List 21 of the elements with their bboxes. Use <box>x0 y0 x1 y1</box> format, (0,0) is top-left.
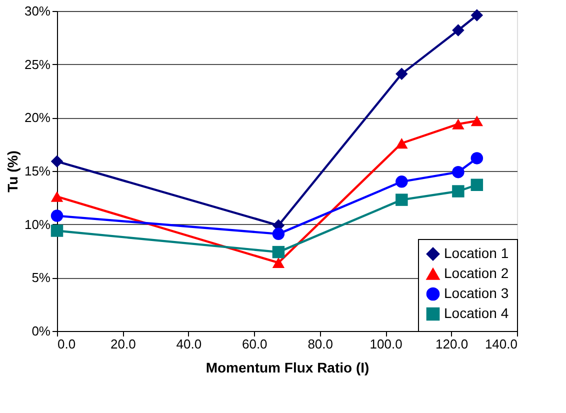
y-tick-label: 25% <box>24 56 51 72</box>
x-tick-label: 80.0 <box>308 336 334 352</box>
y-axis-title: Tu (%) <box>4 150 20 192</box>
x-tick-label: 40.0 <box>176 336 202 352</box>
x-tick-label: 120.0 <box>436 336 468 352</box>
y-tick-label: 15% <box>24 164 51 178</box>
x-tick-label: 0.0 <box>58 336 76 352</box>
legend-label: Location 4 <box>444 305 509 321</box>
x-axis-title: Momentum Flux Ratio (I) <box>206 360 370 376</box>
x-tick-label: 140.0 <box>484 336 518 352</box>
y-tick-label: 5% <box>32 270 51 286</box>
legend-label: Location 1 <box>444 245 509 261</box>
legend-label: Location 2 <box>444 265 509 281</box>
x-tick-label: 20.0 <box>110 336 136 352</box>
y-tick-label: 10% <box>24 216 51 232</box>
y-tick-label: 0% <box>32 324 51 338</box>
x-tick-label: 60.0 <box>242 336 268 352</box>
legend-label: Location 3 <box>444 285 509 301</box>
y-tick-label: 20% <box>24 110 51 126</box>
y-tick-label: 30% <box>24 4 51 18</box>
x-tick-label: 100.0 <box>370 336 402 352</box>
